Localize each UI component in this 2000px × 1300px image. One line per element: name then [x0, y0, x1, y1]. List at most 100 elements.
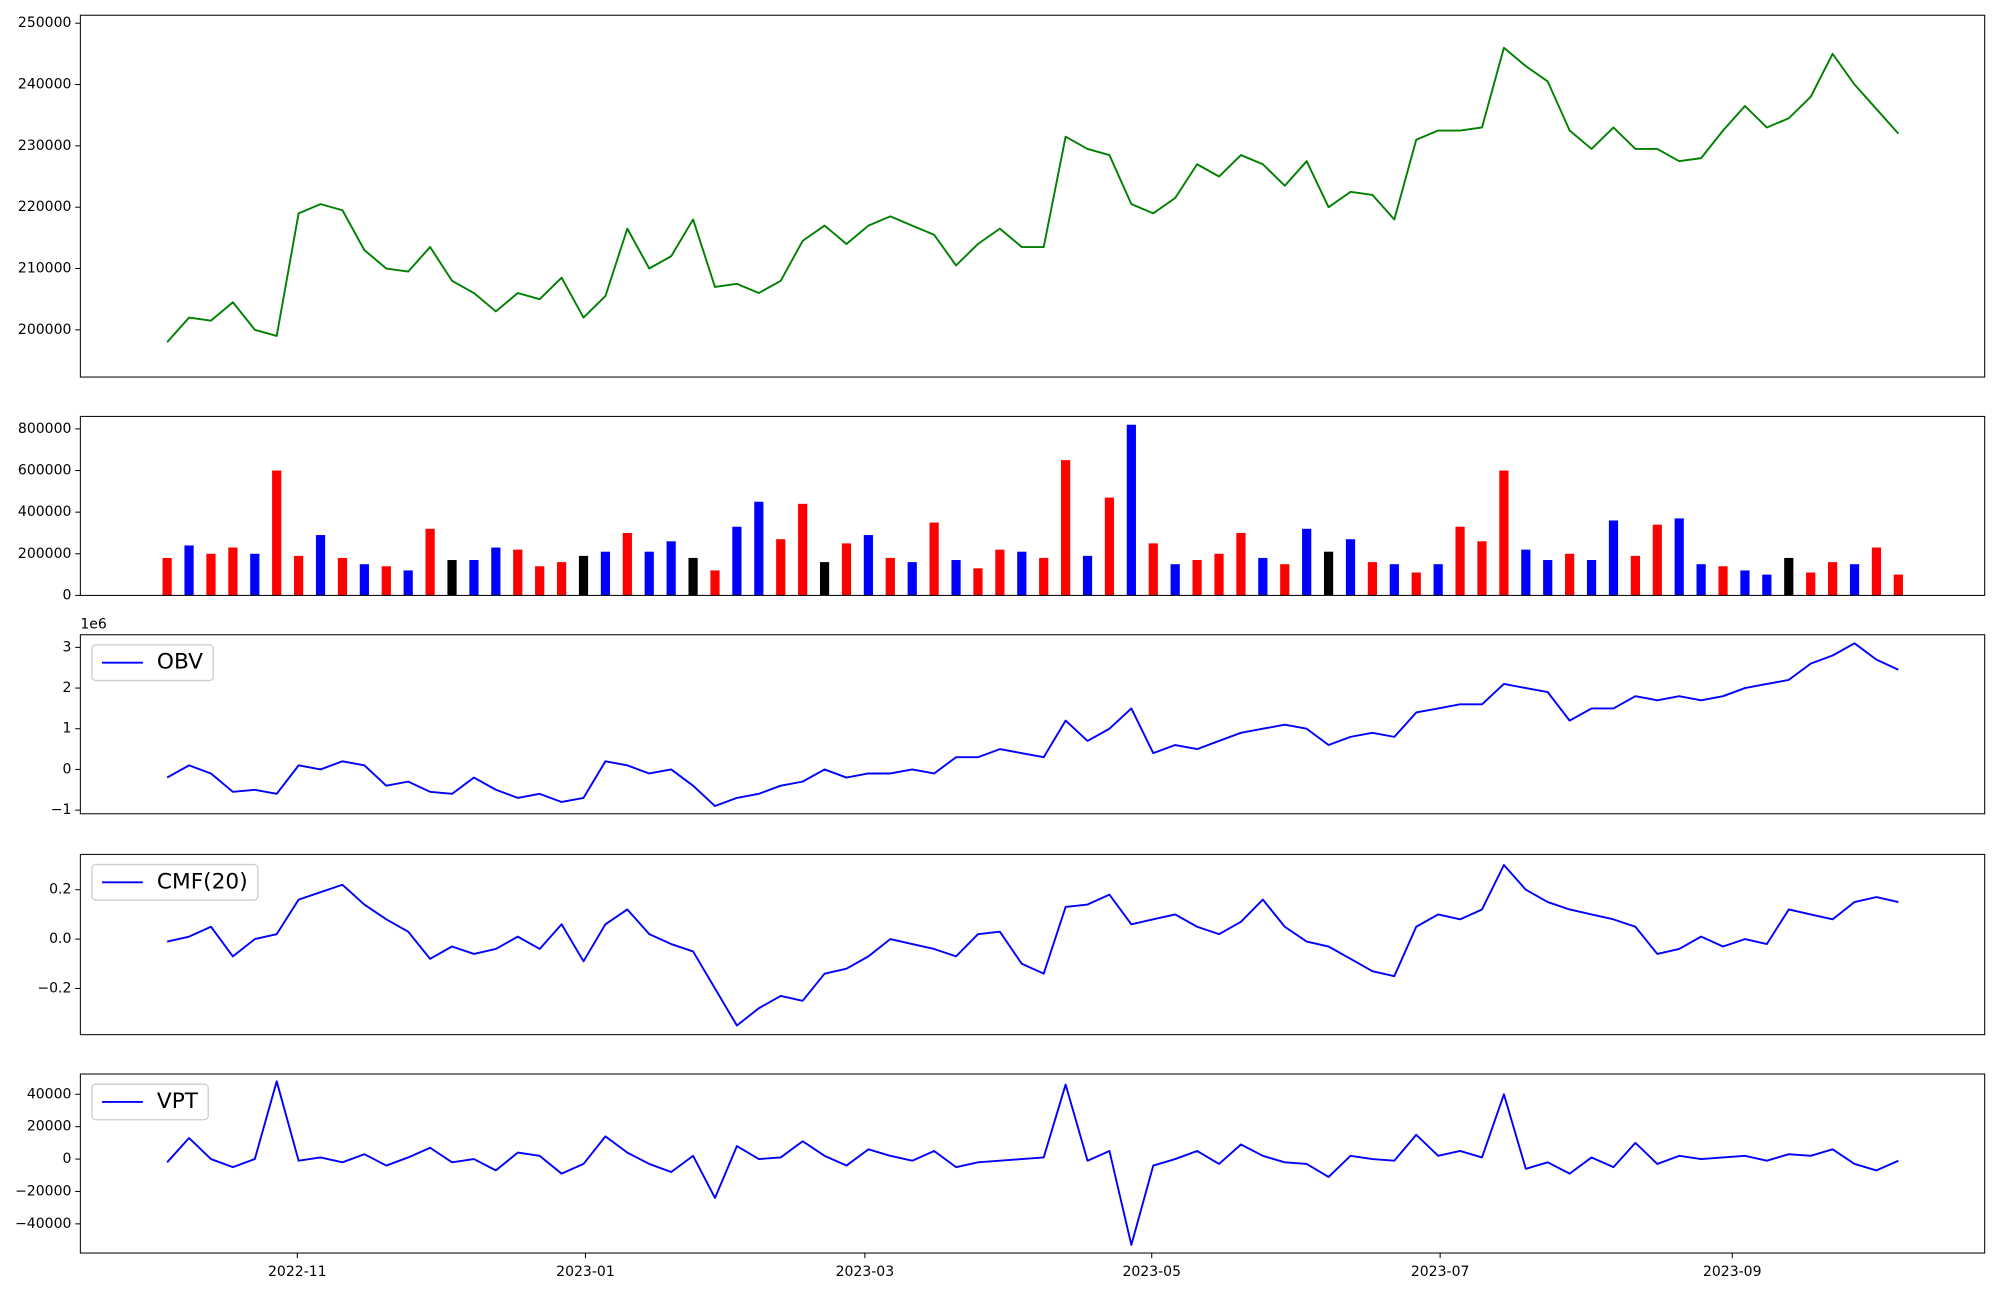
bar [294, 555, 304, 596]
y-tick-label: 0 [63, 587, 72, 603]
bar [1565, 553, 1575, 596]
bar [973, 568, 983, 596]
axes-frame [79, 853, 1986, 1036]
bar [1849, 564, 1860, 596]
y-tick-label: 20000 [27, 1119, 72, 1135]
bar [1608, 520, 1619, 596]
plot-area [166, 46, 1900, 343]
bar [1784, 557, 1794, 596]
bar [425, 528, 435, 596]
bar [907, 562, 917, 596]
legend-box [91, 863, 259, 901]
bar [337, 557, 348, 596]
bar [1389, 564, 1399, 596]
bar [1345, 539, 1356, 596]
bar [1148, 543, 1158, 596]
legend-label: OBV [157, 650, 203, 675]
y-tick-label: 250000 [18, 15, 72, 31]
bar [841, 543, 852, 596]
bar [1893, 574, 1903, 596]
bar [228, 547, 238, 596]
y-tick-label: 400000 [18, 504, 72, 520]
bar [819, 562, 830, 596]
bar [1455, 526, 1465, 596]
bar [1082, 555, 1093, 596]
bar [578, 555, 589, 596]
x-tick-label: 2023-07 [1411, 1264, 1470, 1280]
y-tick-label: 210000 [18, 261, 72, 277]
bar [381, 566, 391, 596]
bar [863, 535, 873, 596]
bar [1104, 497, 1115, 596]
panel: 200000 210000 220000 230000 240000 250000 [18, 14, 1986, 378]
y-tick-label: 0 [63, 1151, 72, 1167]
bar [710, 570, 720, 596]
axes-frame [79, 634, 1986, 815]
bar [1806, 572, 1816, 596]
plot-area [166, 642, 1899, 807]
y-tick-label: 3 [63, 639, 72, 655]
bar [1236, 532, 1246, 596]
bar [359, 564, 369, 596]
x-tick-label: 2023-03 [836, 1264, 895, 1280]
bar [1762, 574, 1772, 596]
line [166, 864, 1899, 1027]
bar [447, 560, 457, 596]
bar [1411, 572, 1421, 596]
bar [250, 553, 260, 596]
bar [1828, 562, 1838, 596]
y-tick-label: 200000 [18, 322, 72, 338]
legend-box [91, 644, 214, 682]
bar [1433, 564, 1443, 596]
legend-label: CMF(20) [157, 869, 248, 894]
y-tick-label: 200000 [18, 546, 72, 562]
bar [535, 566, 545, 596]
x-tick-label: 2023-01 [556, 1264, 615, 1280]
line [166, 1080, 1899, 1246]
y-tick-label: −0.2 [37, 981, 71, 997]
bar [1477, 541, 1487, 596]
x-tick-label: 2023-05 [1122, 1264, 1181, 1280]
bar [754, 501, 764, 596]
legend: VPT [91, 1083, 209, 1121]
bar [1170, 564, 1180, 596]
bar [1061, 460, 1071, 596]
panel: 0 200000 400000 600000 800000 [18, 415, 1986, 603]
bar [491, 547, 501, 596]
bar [1039, 557, 1049, 596]
bar [206, 553, 216, 596]
y-tick-label: 220000 [18, 199, 72, 215]
offset-label: 1e6 [80, 617, 107, 633]
plot-area [166, 1080, 1899, 1246]
bar [1126, 424, 1136, 596]
bar [162, 557, 172, 596]
axes-frame [79, 1073, 1986, 1254]
y-tick-label: 230000 [18, 138, 72, 154]
bar [1192, 560, 1202, 596]
bar [1652, 524, 1662, 596]
bar [1740, 570, 1750, 596]
x-tick-label: 2023-09 [1703, 1264, 1762, 1280]
x-tick-label: 2022-11 [268, 1264, 327, 1280]
bar [644, 551, 654, 596]
legend: CMF(20) [91, 863, 259, 901]
legend-label: VPT [157, 1089, 199, 1114]
bar [1543, 560, 1553, 596]
y-tick-label: 600000 [18, 463, 72, 479]
bar [732, 526, 742, 596]
y-tick-label: 800000 [18, 421, 72, 437]
y-tick-label: 0.2 [49, 882, 71, 898]
bar [885, 557, 895, 596]
legend-box [91, 1083, 209, 1121]
y-tick-label: −1 [51, 802, 72, 818]
axes-frame [79, 14, 1986, 378]
y-tick-label: 40000 [27, 1086, 72, 1102]
y-tick-label: 1 [63, 721, 72, 737]
bar [315, 535, 326, 596]
bar [556, 562, 567, 596]
y-tick-label: 240000 [18, 77, 72, 93]
bar [1871, 547, 1882, 596]
bar [622, 532, 632, 596]
bar [995, 549, 1005, 596]
